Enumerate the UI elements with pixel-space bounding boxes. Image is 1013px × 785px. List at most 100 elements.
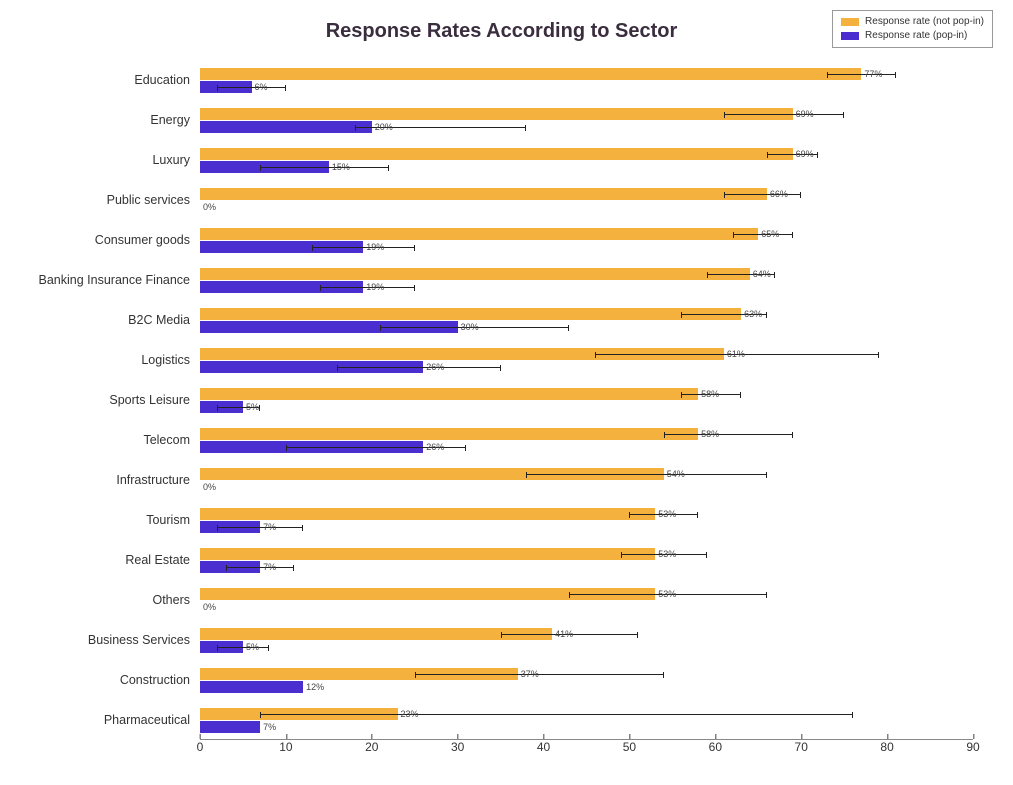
value-label-not-popin: 53%	[658, 589, 676, 599]
value-label-popin: 19%	[366, 282, 384, 292]
errorbar-not-popin	[260, 714, 853, 715]
value-label-popin: 26%	[426, 442, 444, 452]
bar-not-popin	[200, 108, 793, 120]
value-label-not-popin: 64%	[753, 269, 771, 279]
category-label: Pharmaceutical	[10, 713, 200, 727]
bar-not-popin	[200, 148, 793, 160]
errorbar-popin	[337, 367, 500, 368]
bar-not-popin	[200, 188, 767, 200]
value-label-not-popin: 23%	[401, 709, 419, 719]
x-tick: 60	[709, 740, 722, 754]
category-label: Others	[10, 593, 200, 607]
errorbar-not-popin	[724, 114, 844, 115]
legend: Response rate (not pop-in) Response rate…	[832, 10, 993, 48]
value-label-not-popin: 53%	[658, 549, 676, 559]
category-label: Education	[10, 73, 200, 87]
category-row: Business Services41%5%	[200, 620, 973, 660]
category-row: Others53%0%	[200, 580, 973, 620]
value-label-popin: 7%	[263, 722, 276, 732]
value-label-popin: 12%	[306, 682, 324, 692]
bar-not-popin	[200, 68, 861, 80]
value-label-popin: 15%	[332, 162, 350, 172]
bar-popin	[200, 721, 260, 733]
category-row: Energy69%20%	[200, 100, 973, 140]
category-row: Construction37%12%	[200, 660, 973, 700]
category-label: Tourism	[10, 513, 200, 527]
bar-not-popin	[200, 628, 552, 640]
category-label: Public services	[10, 193, 200, 207]
value-label-not-popin: 41%	[555, 629, 573, 639]
legend-swatch-popin	[841, 32, 859, 40]
category-row: Telecom58%26%	[200, 420, 973, 460]
value-label-not-popin: 53%	[658, 509, 676, 519]
value-label-popin: 6%	[255, 82, 268, 92]
category-row: Real Estate53%7%	[200, 540, 973, 580]
value-label-popin: 0%	[203, 202, 216, 212]
value-label-popin: 19%	[366, 242, 384, 252]
legend-label-popin: Response rate (pop-in)	[865, 29, 967, 43]
x-tick: 80	[880, 740, 893, 754]
x-axis: 0102030405060708090	[200, 740, 973, 760]
value-label-popin: 5%	[246, 402, 259, 412]
bar-not-popin	[200, 308, 741, 320]
category-label: Business Services	[10, 633, 200, 647]
bar-not-popin	[200, 548, 655, 560]
category-row: Pharmaceutical23%7%	[200, 700, 973, 740]
category-label: Consumer goods	[10, 233, 200, 247]
errorbar-popin	[217, 87, 286, 88]
value-label-popin: 20%	[375, 122, 393, 132]
bar-not-popin	[200, 268, 750, 280]
errorbar-not-popin	[526, 474, 766, 475]
x-tick: 20	[365, 740, 378, 754]
value-label-not-popin: 66%	[770, 189, 788, 199]
errorbar-popin	[217, 647, 269, 648]
value-label-popin: 30%	[461, 322, 479, 332]
value-label-popin: 0%	[203, 482, 216, 492]
category-row: B2C Media63%30%	[200, 300, 973, 340]
value-label-not-popin: 37%	[521, 669, 539, 679]
errorbar-popin	[260, 167, 389, 168]
bar-not-popin	[200, 508, 655, 520]
value-label-not-popin: 69%	[796, 109, 814, 119]
value-label-not-popin: 58%	[701, 389, 719, 399]
category-label: Infrastructure	[10, 473, 200, 487]
x-tick: 70	[795, 740, 808, 754]
value-label-popin: 0%	[203, 602, 216, 612]
value-label-popin: 7%	[263, 522, 276, 532]
category-label: Telecom	[10, 433, 200, 447]
value-label-not-popin: 58%	[701, 429, 719, 439]
category-label: Banking Insurance Finance	[10, 273, 200, 287]
errorbar-not-popin	[827, 74, 896, 75]
x-tick: 10	[279, 740, 292, 754]
errorbar-popin	[217, 527, 303, 528]
value-label-not-popin: 54%	[667, 469, 685, 479]
value-label-popin: 7%	[263, 562, 276, 572]
category-row: Education77%6%	[200, 60, 973, 100]
category-label: Real Estate	[10, 553, 200, 567]
x-tick: 50	[623, 740, 636, 754]
bar-not-popin	[200, 428, 698, 440]
value-label-not-popin: 63%	[744, 309, 762, 319]
x-tick: 40	[537, 740, 550, 754]
value-label-popin: 5%	[246, 642, 259, 652]
value-label-not-popin: 69%	[796, 149, 814, 159]
errorbar-popin	[226, 567, 295, 568]
category-row: Sports Leisure58%5%	[200, 380, 973, 420]
category-label: Energy	[10, 113, 200, 127]
category-row: Public services66%0%	[200, 180, 973, 220]
category-label: Luxury	[10, 153, 200, 167]
category-row: Tourism53%7%	[200, 500, 973, 540]
category-row: Luxury69%15%	[200, 140, 973, 180]
x-tick: 0	[197, 740, 204, 754]
errorbar-popin	[312, 247, 415, 248]
category-label: Construction	[10, 673, 200, 687]
category-label: Logistics	[10, 353, 200, 367]
category-label: Sports Leisure	[10, 393, 200, 407]
x-tick: 30	[451, 740, 464, 754]
category-row: Banking Insurance Finance64%19%	[200, 260, 973, 300]
bar-not-popin	[200, 388, 698, 400]
x-tick: 90	[966, 740, 979, 754]
legend-item-not-popin: Response rate (not pop-in)	[841, 15, 984, 29]
category-row: Consumer goods65%19%	[200, 220, 973, 260]
bar-popin	[200, 681, 303, 693]
